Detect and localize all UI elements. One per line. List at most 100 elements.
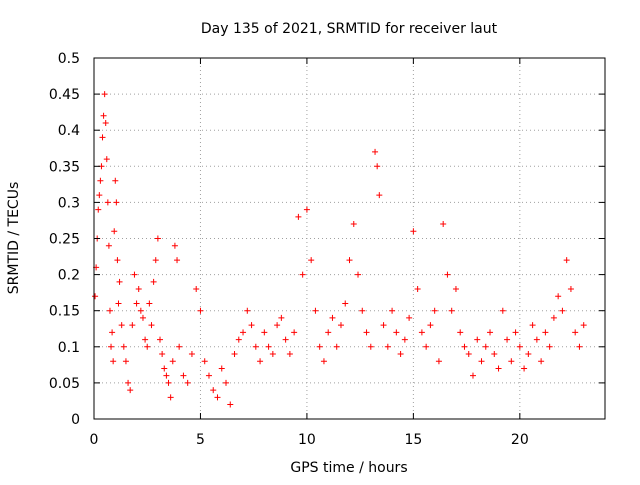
data-point-142 <box>559 307 566 314</box>
data-point-105 <box>401 336 408 343</box>
data-point-21 <box>114 257 121 264</box>
data-point-65 <box>235 336 242 343</box>
data-point-114 <box>440 221 447 228</box>
data-point-60 <box>214 394 221 401</box>
data-point-88 <box>333 343 340 350</box>
y-tick-label-6: 0.3 <box>58 195 80 211</box>
data-point-15 <box>108 343 115 350</box>
data-point-29 <box>129 322 136 329</box>
x-tick-label-1: 5 <box>196 432 205 448</box>
data-point-74 <box>274 322 281 329</box>
data-point-24 <box>118 322 125 329</box>
data-point-99 <box>376 192 383 199</box>
y-tick-label-9: 0.45 <box>49 87 80 103</box>
data-point-95 <box>363 329 370 336</box>
data-point-122 <box>474 336 481 343</box>
data-points-layer <box>92 91 587 408</box>
data-point-132 <box>516 343 523 350</box>
data-point-128 <box>499 307 506 314</box>
data-point-59 <box>210 387 217 394</box>
data-point-110 <box>423 343 430 350</box>
y-tick-label-3: 0.15 <box>49 304 80 320</box>
data-point-57 <box>201 358 208 365</box>
data-point-9 <box>101 91 108 98</box>
data-point-34 <box>139 314 146 321</box>
data-point-113 <box>435 358 442 365</box>
data-point-23 <box>116 278 123 285</box>
data-point-92 <box>350 221 357 228</box>
data-point-55 <box>193 286 200 293</box>
data-point-102 <box>389 307 396 314</box>
data-point-75 <box>278 314 285 321</box>
data-point-37 <box>146 300 153 307</box>
x-tick-label-0: 0 <box>90 432 99 448</box>
data-point-78 <box>291 329 298 336</box>
data-point-134 <box>525 351 532 358</box>
data-point-69 <box>252 343 259 350</box>
data-point-140 <box>550 314 557 321</box>
data-point-5 <box>97 177 104 184</box>
data-point-127 <box>495 365 502 372</box>
data-point-70 <box>257 358 264 365</box>
x-axis-label: GPS time / hours <box>290 460 407 476</box>
data-point-77 <box>286 351 293 358</box>
data-point-131 <box>512 329 519 336</box>
data-point-111 <box>427 322 434 329</box>
data-point-85 <box>320 358 327 365</box>
data-point-86 <box>325 329 332 336</box>
data-point-16 <box>109 329 116 336</box>
axis-layer <box>93 57 606 420</box>
data-point-109 <box>418 329 425 336</box>
data-point-125 <box>487 329 494 336</box>
data-point-54 <box>188 351 195 358</box>
data-point-66 <box>240 329 247 336</box>
data-point-3 <box>95 206 102 213</box>
data-point-145 <box>572 329 579 336</box>
y-axis-label: SRMTID / TECUs <box>6 182 22 295</box>
data-point-64 <box>231 351 238 358</box>
y-tick-label-10: 0.5 <box>58 51 80 67</box>
data-point-103 <box>393 329 400 336</box>
y-tick-label-5: 0.25 <box>49 232 80 248</box>
data-point-35 <box>142 336 149 343</box>
y-tick-label-2: 0.1 <box>58 340 80 356</box>
data-point-130 <box>508 358 515 365</box>
data-point-93 <box>355 271 362 278</box>
data-point-133 <box>521 365 528 372</box>
data-point-45 <box>163 372 170 379</box>
data-point-97 <box>372 148 379 155</box>
data-point-119 <box>461 343 468 350</box>
data-point-33 <box>137 307 144 314</box>
y-tick-label-4: 0.2 <box>58 268 80 284</box>
data-point-19 <box>112 177 119 184</box>
data-point-87 <box>329 314 336 321</box>
data-point-144 <box>567 286 574 293</box>
data-point-53 <box>184 379 191 386</box>
data-point-146 <box>576 343 583 350</box>
data-point-72 <box>265 343 272 350</box>
data-point-27 <box>125 379 132 386</box>
chart-title: Day 135 of 2021, SRMTID for receiver lau… <box>201 21 498 37</box>
data-point-100 <box>380 322 387 329</box>
data-point-82 <box>308 257 315 264</box>
data-point-25 <box>120 343 127 350</box>
data-point-61 <box>218 365 225 372</box>
data-point-106 <box>406 314 413 321</box>
y-tick-label-8: 0.4 <box>58 123 80 139</box>
data-point-44 <box>161 365 168 372</box>
data-point-58 <box>205 372 212 379</box>
data-point-118 <box>457 329 464 336</box>
data-point-136 <box>533 336 540 343</box>
data-point-46 <box>165 379 172 386</box>
data-point-117 <box>452 286 459 293</box>
data-point-8 <box>100 112 107 119</box>
data-point-135 <box>529 322 536 329</box>
data-point-76 <box>282 336 289 343</box>
data-point-141 <box>555 293 562 300</box>
grid-layer <box>94 58 605 419</box>
data-point-67 <box>244 307 251 314</box>
data-point-52 <box>180 372 187 379</box>
data-point-126 <box>491 351 498 358</box>
